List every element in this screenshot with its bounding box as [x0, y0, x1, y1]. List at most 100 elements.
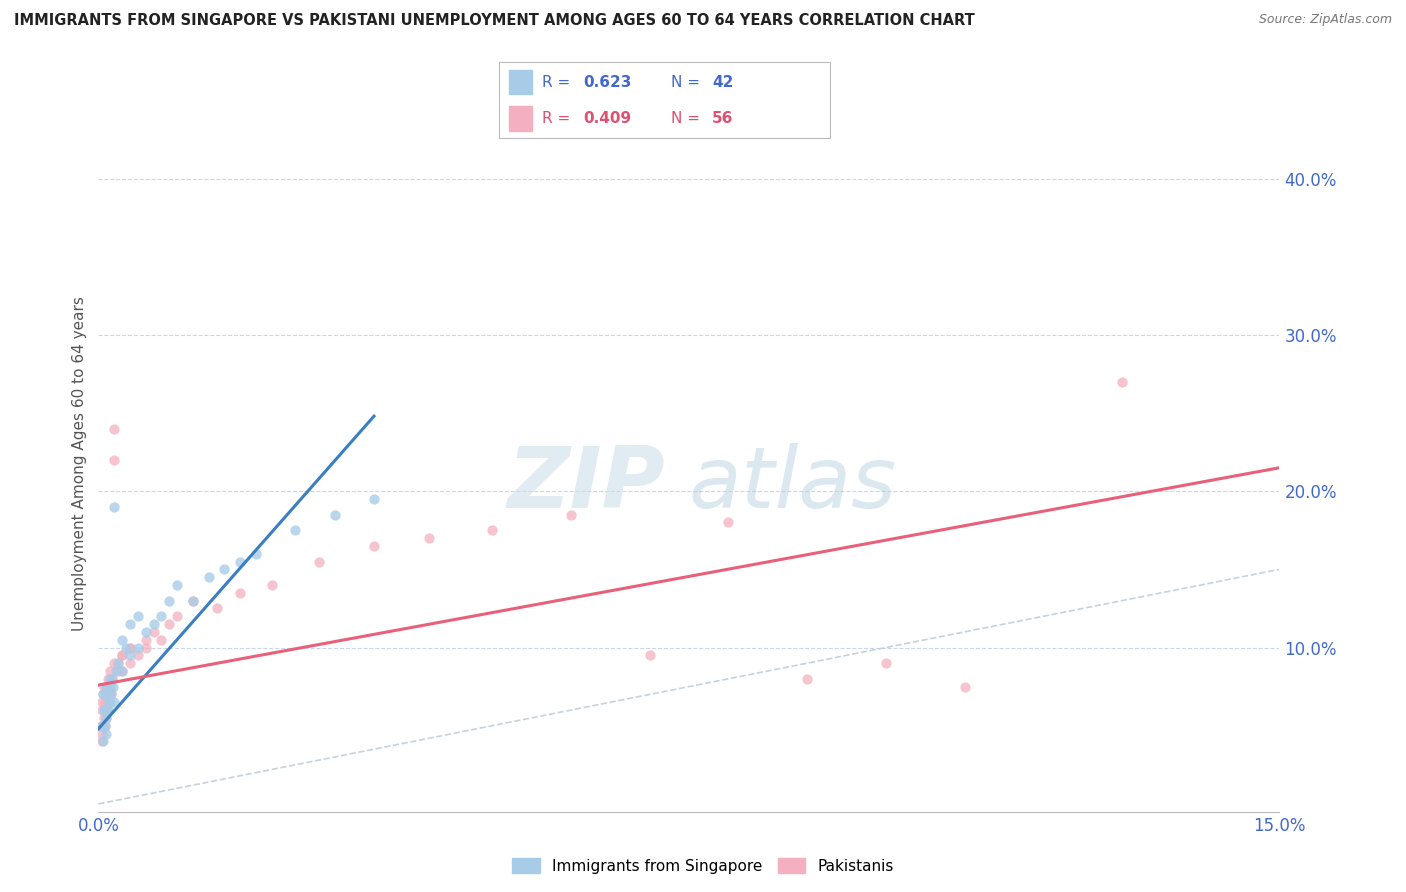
Point	[135, 640, 157, 655]
Bar	[509, 106, 533, 130]
Point	[101, 672, 124, 686]
Point	[181, 593, 204, 607]
Point	[363, 539, 385, 553]
Text: 42: 42	[713, 75, 734, 90]
Point	[97, 703, 120, 717]
Text: Source: ZipAtlas.com: Source: ZipAtlas.com	[1258, 13, 1392, 27]
Point	[284, 523, 307, 537]
Point	[1111, 375, 1133, 389]
Point	[94, 726, 117, 740]
Point	[229, 555, 252, 569]
Point	[197, 570, 219, 584]
Point	[135, 632, 157, 647]
Point	[103, 453, 125, 467]
Text: 0.623: 0.623	[583, 75, 631, 90]
Point	[214, 562, 236, 576]
Point	[127, 609, 149, 624]
Point	[97, 695, 120, 709]
Point	[205, 601, 228, 615]
Point	[135, 624, 157, 639]
Point	[91, 734, 114, 748]
Point	[111, 648, 134, 663]
Point	[100, 688, 122, 702]
Point	[953, 680, 976, 694]
Point	[308, 555, 330, 569]
Point	[142, 624, 165, 639]
Point	[98, 672, 121, 686]
Text: N =: N =	[671, 75, 704, 90]
Text: ZIP: ZIP	[508, 443, 665, 526]
Point	[127, 640, 149, 655]
Point	[98, 680, 121, 694]
Point	[103, 695, 125, 709]
Point	[93, 695, 115, 709]
Point	[418, 531, 440, 545]
Text: R =: R =	[543, 75, 575, 90]
Point	[91, 719, 114, 733]
Point	[166, 609, 188, 624]
Point	[103, 500, 125, 514]
Point	[107, 664, 129, 678]
Point	[111, 664, 134, 678]
Text: IMMIGRANTS FROM SINGAPORE VS PAKISTANI UNEMPLOYMENT AMONG AGES 60 TO 64 YEARS CO: IMMIGRANTS FROM SINGAPORE VS PAKISTANI U…	[14, 13, 974, 29]
Point	[94, 703, 117, 717]
Point	[91, 719, 114, 733]
Point	[118, 640, 141, 655]
Text: N =: N =	[671, 111, 704, 126]
Point	[111, 648, 134, 663]
Point	[118, 617, 141, 632]
Point	[638, 648, 661, 663]
Point	[107, 656, 129, 670]
Point	[323, 508, 346, 522]
Point	[118, 640, 141, 655]
Point	[93, 703, 115, 717]
Point	[91, 734, 114, 748]
Point	[98, 695, 121, 709]
Point	[245, 547, 267, 561]
Point	[96, 695, 118, 709]
Legend: Immigrants from Singapore, Pakistanis: Immigrants from Singapore, Pakistanis	[506, 852, 900, 880]
Point	[150, 609, 173, 624]
Point	[97, 680, 120, 694]
Point	[118, 656, 141, 670]
Point	[181, 593, 204, 607]
Point	[91, 688, 114, 702]
Y-axis label: Unemployment Among Ages 60 to 64 years: Unemployment Among Ages 60 to 64 years	[72, 296, 87, 632]
Point	[97, 672, 120, 686]
Point	[100, 688, 122, 702]
Point	[90, 719, 112, 733]
Text: 0.409: 0.409	[583, 111, 631, 126]
Point	[107, 656, 129, 670]
Point	[98, 664, 121, 678]
Text: 56: 56	[713, 111, 734, 126]
Point	[796, 672, 818, 686]
Point	[717, 516, 740, 530]
Point	[166, 578, 188, 592]
Point	[260, 578, 283, 592]
Point	[127, 648, 149, 663]
Point	[157, 593, 180, 607]
Point	[96, 680, 118, 694]
Text: atlas: atlas	[689, 443, 897, 526]
Point	[111, 664, 134, 678]
Point	[142, 617, 165, 632]
Point	[93, 719, 115, 733]
Point	[96, 711, 118, 725]
Point	[96, 688, 118, 702]
Point	[104, 664, 127, 678]
Point	[560, 508, 582, 522]
Text: R =: R =	[543, 111, 575, 126]
Point	[96, 711, 118, 725]
Point	[97, 688, 120, 702]
Point	[91, 688, 114, 702]
Point	[93, 680, 115, 694]
Point	[103, 422, 125, 436]
Point	[101, 672, 124, 686]
Point	[93, 703, 115, 717]
Bar	[509, 70, 533, 95]
Point	[91, 695, 114, 709]
Point	[103, 656, 125, 670]
Point	[101, 680, 124, 694]
Point	[96, 680, 118, 694]
Point	[363, 491, 385, 506]
